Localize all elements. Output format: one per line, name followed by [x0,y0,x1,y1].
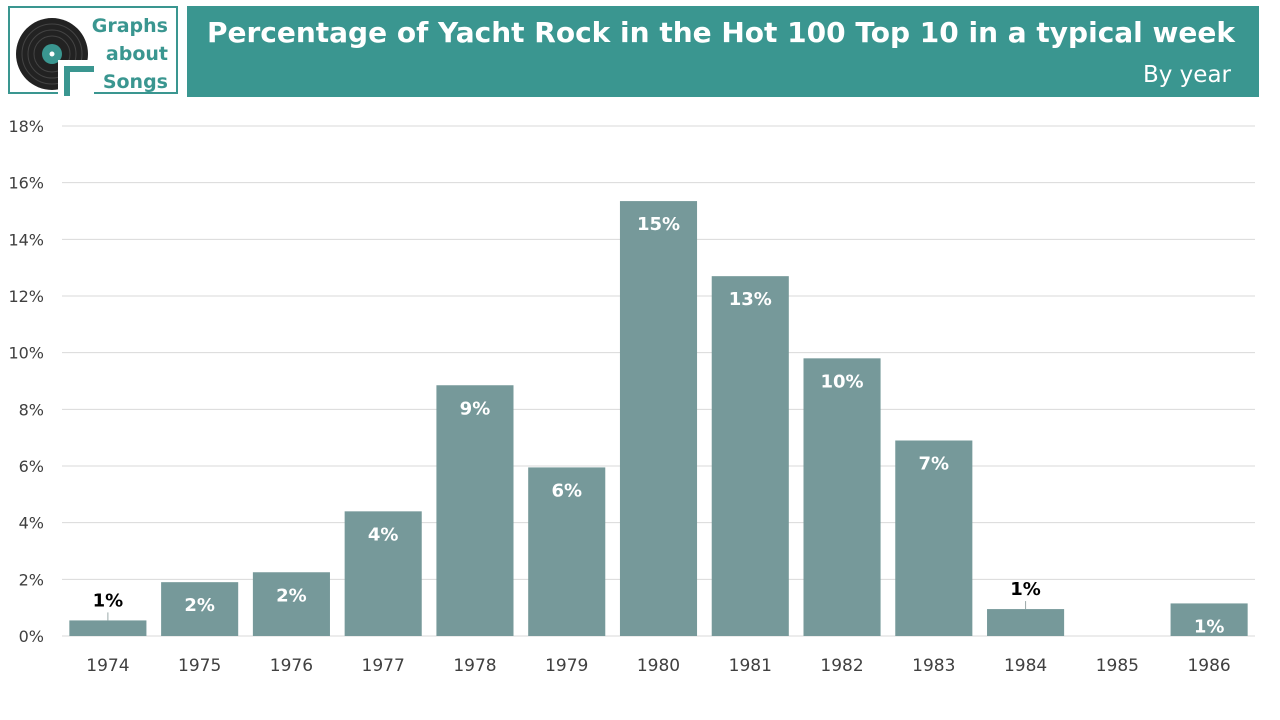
bar [619,201,698,637]
data-label: 1% [1010,579,1041,600]
x-tick-label: 1986 [1187,656,1230,676]
bar [711,276,789,636]
data-label: 15% [637,214,680,235]
y-tick-label: 0% [19,627,44,646]
x-tick-label: 1976 [270,656,313,676]
y-tick-label: 4% [19,514,44,533]
y-tick-label: 8% [19,400,44,419]
x-tick-label: 1985 [1096,656,1139,676]
logo-text: Graphs about Songs [92,12,168,96]
data-label: 13% [729,289,772,310]
bar [528,467,606,636]
bar [895,440,973,636]
x-tick-label: 1974 [86,656,129,676]
bar [69,620,147,636]
data-label: 7% [919,454,950,475]
data-label: 1% [93,590,124,611]
logo-line-2: about [105,43,168,65]
x-tick-label: 1978 [453,656,496,676]
chart-subtitle: By year [1142,62,1231,88]
data-label: 9% [460,398,491,419]
bar [436,385,514,636]
x-tick-label: 1975 [178,656,221,676]
header-bar: Percentage of Yacht Rock in the Hot 100 … [187,6,1259,97]
x-tick-label: 1982 [820,656,863,676]
x-tick-label: 1983 [912,656,955,676]
x-tick-label: 1977 [362,656,405,676]
logo-line-3: Songs [102,71,168,93]
data-label: 2% [276,585,307,606]
bar [161,582,239,636]
data-label: 6% [551,480,582,501]
y-tick-label: 16% [8,174,44,193]
x-tick-label: 1979 [545,656,588,676]
logo: Graphs about Songs [8,6,178,96]
y-tick-label: 6% [19,457,44,476]
bar [1170,603,1248,636]
data-label: 10% [820,371,863,392]
y-tick-label: 12% [8,287,44,306]
data-label: 4% [368,524,399,545]
y-tick-label: 18% [8,117,44,136]
bar [987,609,1065,636]
data-label: 1% [1194,616,1225,637]
chart-title: Percentage of Yacht Rock in the Hot 100 … [206,16,1235,49]
x-tick-label: 1984 [1004,656,1047,676]
bar [252,572,330,636]
data-label: 2% [184,595,215,616]
y-tick-label: 2% [19,570,44,589]
bar [803,358,881,636]
x-tick-label: 1981 [729,656,772,676]
x-tick-label: 1980 [637,656,680,676]
y-tick-label: 14% [8,230,44,249]
logo-line-1: Graphs [91,15,168,37]
bar [344,511,422,636]
y-tick-label: 10% [8,344,44,363]
vinyl-record-icon [16,18,94,96]
